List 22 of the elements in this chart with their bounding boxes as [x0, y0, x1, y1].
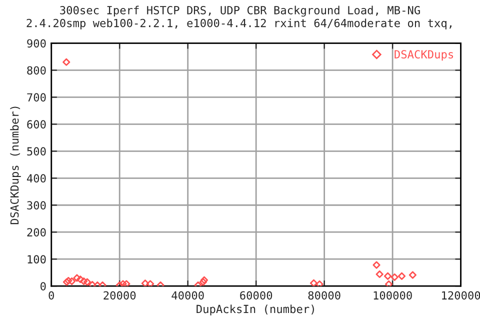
- y-tick-label: 400: [26, 174, 46, 183]
- y-tick-label: 900: [27, 39, 46, 48]
- chart-title: 300sec Iperf HSTCP DRS, UDP CBR Background Load, MB-NG: [60, 6, 420, 17]
- y-tick-label: 0: [40, 282, 46, 290]
- x-tick-label: 40000: [172, 291, 204, 300]
- legend-label: DSACKDups: [394, 50, 454, 61]
- y-tick-label: 100: [28, 255, 46, 264]
- chart-subtitle: 2.4.20smp web100-2.2.1, e1000-4.4.12 rxint 64/64moderate on txq,: [26, 18, 452, 30]
- y-tick-label: 500: [27, 147, 46, 156]
- y-tick-label: 800: [27, 66, 46, 75]
- x-tick-label: 100000: [374, 291, 412, 300]
- y-tick-label: 300: [27, 201, 46, 210]
- x-axis-title: DupAcksIn (number): [196, 304, 314, 316]
- y-tick-label: 600: [27, 120, 46, 129]
- x-tick-label: 0: [48, 291, 54, 300]
- x-tick-label: 60000: [240, 291, 272, 300]
- y-axis-title: DSACKDups (number): [10, 106, 21, 224]
- x-tick-label: 80000: [308, 291, 340, 300]
- x-tick-label: 120000: [442, 291, 480, 300]
- y-tick-label: 700: [27, 93, 46, 102]
- y-tick-label: 200: [27, 228, 46, 237]
- x-tick-label: 20000: [104, 291, 136, 300]
